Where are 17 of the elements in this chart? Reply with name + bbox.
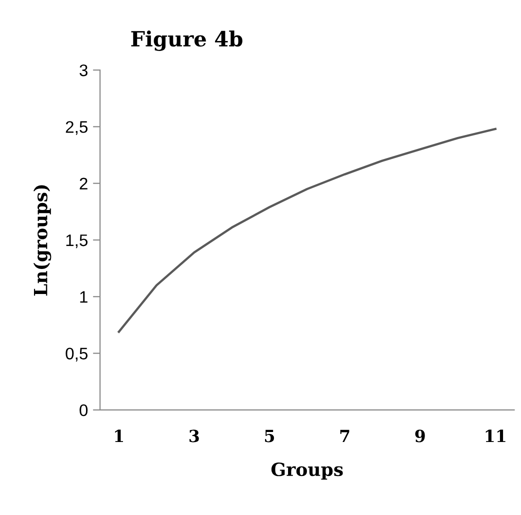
x-tick-label: 7 xyxy=(340,430,350,442)
y-tick-label: 0 xyxy=(80,404,88,416)
chart-title: Figure 4b xyxy=(131,30,242,51)
x-tick-label: 5 xyxy=(265,430,274,442)
y-tick-label: 2,5 xyxy=(66,121,88,135)
y-tick-label: 1,5 xyxy=(66,234,88,248)
y-tick-label: 2 xyxy=(80,178,88,190)
y-tick-label: 1 xyxy=(80,291,88,303)
line-series xyxy=(118,128,497,333)
y-tick-label: 0,5 xyxy=(66,348,88,362)
y-axis-title: Ln(groups) xyxy=(33,185,52,296)
y-tick-label: 3 xyxy=(80,64,88,76)
x-tick-label: 1 xyxy=(115,430,123,442)
x-tick-label: 9 xyxy=(415,430,425,442)
x-tick-label: 11 xyxy=(486,430,506,442)
x-tick-label: 3 xyxy=(190,430,199,442)
x-axis-title: Groups xyxy=(271,462,343,480)
